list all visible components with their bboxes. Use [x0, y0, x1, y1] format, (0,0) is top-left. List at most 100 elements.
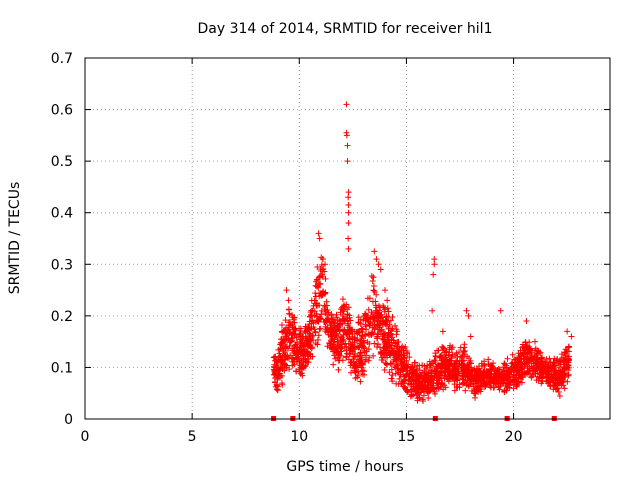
data-point — [388, 350, 395, 357]
data-point — [371, 325, 378, 332]
data-point — [331, 352, 338, 359]
data-point — [561, 385, 568, 392]
data-point — [465, 383, 472, 390]
data-point — [486, 376, 493, 383]
data-point — [327, 344, 334, 351]
data-point — [528, 354, 535, 361]
data-point — [384, 305, 391, 312]
data-point — [565, 367, 572, 374]
data-point — [467, 333, 474, 340]
data-point — [359, 360, 366, 367]
data-point — [371, 340, 378, 347]
data-point — [537, 349, 544, 356]
data-point — [501, 360, 508, 367]
data-point — [462, 347, 469, 354]
data-point — [433, 364, 440, 371]
data-point — [498, 371, 505, 378]
data-point — [355, 319, 362, 326]
data-point — [393, 331, 400, 338]
data-point — [286, 311, 293, 318]
data-point — [510, 385, 517, 392]
data-point — [522, 351, 529, 358]
data-point — [384, 334, 391, 341]
data-point — [290, 316, 297, 323]
data-point — [340, 303, 347, 310]
data-point — [305, 356, 312, 363]
data-point — [314, 341, 321, 348]
data-point — [371, 248, 378, 255]
data-point — [421, 378, 428, 385]
data-point — [435, 385, 442, 392]
data-point — [413, 380, 420, 387]
data-point — [462, 387, 469, 394]
data-point — [378, 327, 385, 334]
data-point — [431, 261, 438, 268]
data-point — [416, 384, 423, 391]
data-point — [306, 342, 313, 349]
data-point — [399, 343, 406, 350]
data-point — [315, 230, 322, 237]
data-point — [419, 396, 426, 403]
data-point — [369, 310, 376, 317]
data-point — [475, 373, 482, 380]
data-point — [542, 361, 549, 368]
data-point — [416, 367, 423, 374]
data-point — [495, 366, 502, 373]
data-point — [564, 328, 571, 335]
data-point — [383, 346, 390, 353]
data-point — [333, 314, 340, 321]
data-point — [555, 388, 562, 395]
data-point — [442, 384, 449, 391]
data-point — [424, 384, 431, 391]
data-point — [416, 394, 423, 401]
data-point — [472, 371, 479, 378]
data-point — [365, 331, 372, 338]
data-point — [566, 343, 573, 350]
data-point — [400, 354, 407, 361]
data-point — [420, 392, 427, 399]
data-point — [301, 353, 308, 360]
data-point — [406, 354, 413, 361]
data-point — [548, 374, 555, 381]
data-point — [317, 273, 324, 280]
data-point — [561, 349, 568, 356]
data-point — [459, 352, 466, 359]
data-point — [386, 343, 393, 350]
data-point — [500, 364, 507, 371]
data-point — [502, 382, 509, 389]
data-point — [415, 375, 422, 382]
data-point — [552, 381, 559, 388]
data-point — [387, 360, 394, 367]
data-point — [351, 339, 358, 346]
data-point — [442, 348, 449, 355]
data-point — [469, 373, 476, 380]
data-point — [374, 344, 381, 351]
data-point — [560, 365, 567, 372]
data-point — [562, 356, 569, 363]
data-point — [325, 309, 332, 316]
data-point — [300, 343, 307, 350]
data-point — [455, 364, 462, 371]
data-point — [547, 379, 554, 386]
data-point — [388, 375, 395, 382]
data-point — [282, 356, 289, 363]
data-point — [323, 298, 330, 305]
data-point — [382, 353, 389, 360]
data-point — [376, 322, 383, 329]
data-point — [518, 366, 525, 373]
data-point — [349, 345, 356, 352]
data-point — [330, 329, 337, 336]
data-point — [526, 343, 533, 350]
data-point — [343, 132, 350, 139]
data-point — [331, 336, 338, 343]
data-point — [550, 365, 557, 372]
data-point — [423, 366, 430, 373]
data-point — [510, 372, 517, 379]
data-point — [355, 329, 362, 336]
data-point — [388, 366, 395, 373]
data-point — [366, 295, 373, 302]
data-point — [283, 287, 290, 294]
data-point — [370, 287, 377, 294]
data-point — [362, 321, 369, 328]
